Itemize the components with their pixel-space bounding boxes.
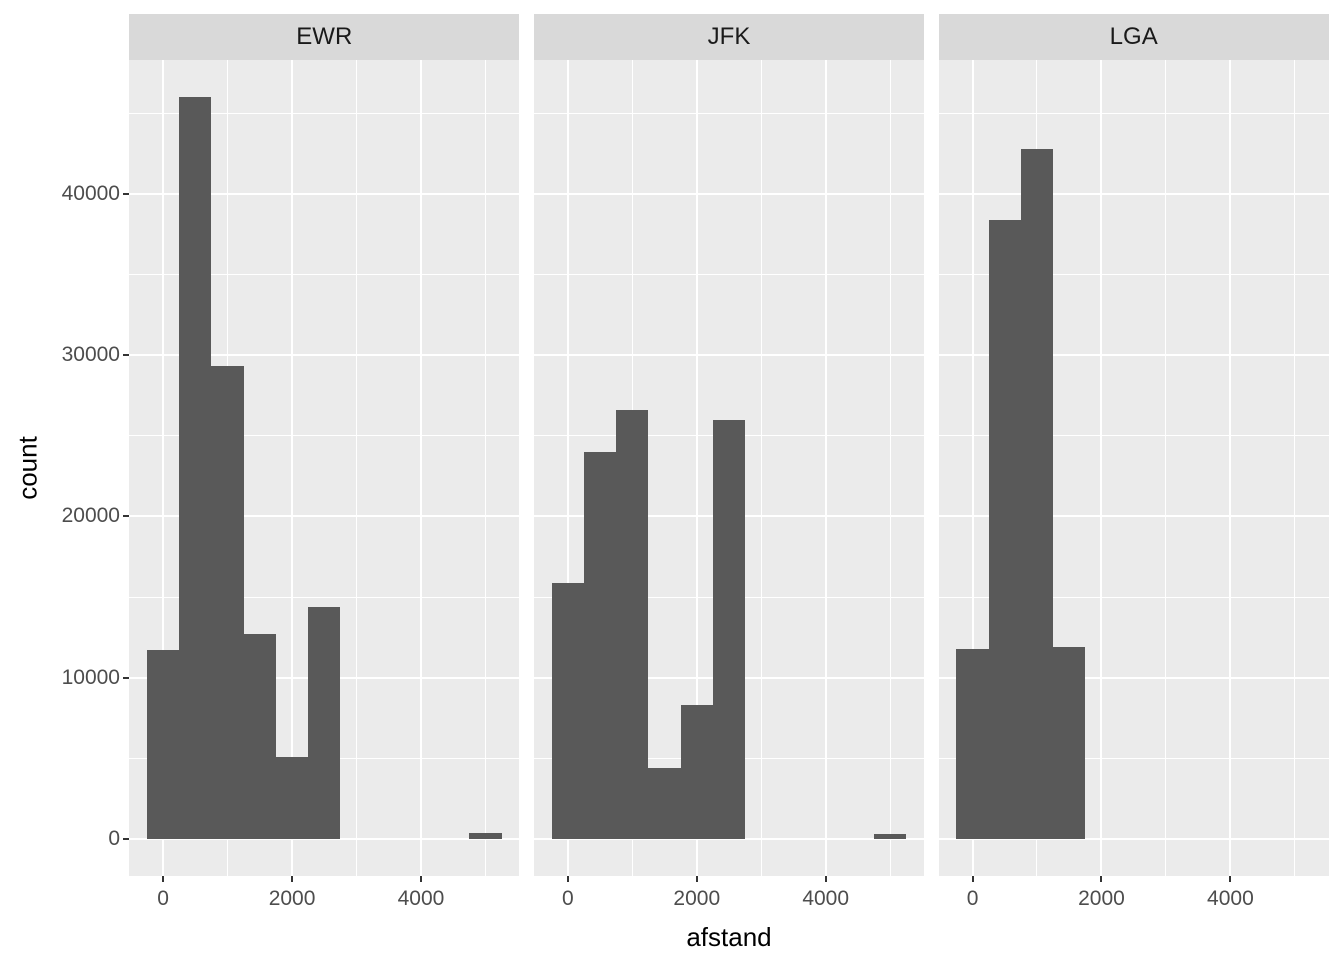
gridline-y-minor [938, 273, 1329, 275]
x-axis-tick-label: 4000 [802, 887, 850, 910]
histogram-bar [616, 409, 649, 839]
histogram-bar [956, 648, 989, 839]
histogram-bar [1020, 148, 1054, 839]
x-axis-tick-mark [1100, 876, 1103, 882]
x-axis-tick-label: 2000 [1078, 887, 1125, 910]
facet-strip: JFK [534, 14, 924, 60]
y-axis-tick-label: 30000 [61, 343, 120, 367]
y-axis-tick-label: 0 [108, 826, 120, 850]
gridline-y-minor [938, 596, 1329, 598]
x-axis-tick-mark [566, 876, 569, 882]
x-axis-tick-label: 0 [966, 887, 979, 910]
gridline-y-minor [129, 596, 520, 598]
histogram-bar [211, 366, 244, 839]
y-axis-tick-mark [122, 676, 129, 679]
gridline-y-major [129, 192, 520, 195]
y-axis-tick-mark [122, 354, 129, 357]
x-axis-tick-label: 0 [561, 887, 574, 910]
facet-strip: EWR [129, 14, 520, 60]
y-axis-tick-mark [122, 192, 129, 195]
histogram-bar [551, 583, 584, 839]
gridline-y-minor [938, 435, 1329, 437]
histogram-bar [179, 97, 212, 839]
gridline-x-minor [1165, 60, 1167, 876]
x-axis-tick-mark [419, 876, 422, 882]
histogram-bar [147, 650, 180, 839]
histogram-bar [712, 419, 746, 839]
gridline-x-major [566, 60, 569, 876]
histogram-bar [1053, 647, 1086, 839]
gridline-y-major [534, 192, 924, 195]
gridline-y-major [534, 837, 924, 840]
gridline-x-major [1229, 60, 1232, 876]
gridline-x-minor [356, 60, 358, 876]
facet-panel [129, 60, 520, 876]
gridline-x-major [291, 60, 294, 876]
histogram-bar [308, 606, 341, 839]
y-axis-tick-label: 20000 [61, 504, 120, 528]
x-axis-tick-mark [162, 876, 165, 882]
gridline-x-minor [484, 60, 486, 876]
y-axis-tick-label: 10000 [61, 665, 120, 689]
gridline-y-minor [938, 757, 1329, 759]
gridline-y-minor [129, 112, 520, 114]
gridline-y-major [938, 837, 1329, 840]
gridline-x-major [419, 60, 422, 876]
histogram-bar [469, 833, 502, 839]
gridline-y-major [129, 515, 520, 518]
y-axis-tick-mark [122, 837, 129, 840]
x-axis-tick-label: 4000 [1207, 887, 1254, 910]
x-axis-tick-label: 4000 [397, 887, 445, 910]
gridline-y-minor [534, 112, 924, 114]
gridline-y-major [938, 192, 1329, 195]
gridline-y-major [129, 354, 520, 357]
gridline-y-major [129, 837, 520, 840]
histogram-bar [680, 705, 713, 839]
gridline-x-major [695, 60, 698, 876]
gridline-y-major [534, 354, 924, 357]
gridline-x-minor [760, 60, 762, 876]
gridline-y-minor [129, 435, 520, 437]
gridline-x-major [824, 60, 827, 876]
gridline-x-minor [1294, 60, 1296, 876]
histogram-bar [583, 451, 617, 839]
facet-strip: LGA [938, 14, 1329, 60]
x-axis-tick-label: 2000 [268, 887, 316, 910]
gridline-x-major [1100, 60, 1103, 876]
x-axis-tick-mark [971, 876, 974, 882]
y-axis-title: count [12, 436, 43, 500]
histogram-bar [275, 756, 309, 839]
gridline-y-major [938, 354, 1329, 357]
x-axis-title: afstand [686, 922, 772, 952]
x-axis-tick-mark [291, 876, 294, 882]
y-axis-tick-label: 40000 [61, 181, 120, 205]
histogram-bar [874, 833, 907, 839]
x-axis-tick-label: 0 [157, 887, 169, 910]
gridline-y-major [938, 676, 1329, 679]
x-axis-tick-mark [1229, 876, 1232, 882]
histogram-bar [988, 219, 1021, 839]
x-axis-tick-label: 2000 [673, 887, 721, 910]
gridline-y-major [938, 515, 1329, 518]
histogram-bar [648, 768, 681, 839]
y-axis-tick-mark [122, 515, 129, 518]
gridline-x-major [971, 60, 974, 876]
facet-panel [938, 60, 1329, 876]
gridline-y-minor [938, 112, 1329, 114]
x-axis-tick-mark [824, 876, 827, 882]
gridline-y-minor [129, 273, 520, 275]
histogram-bar [243, 634, 276, 839]
gridline-x-minor [889, 60, 891, 876]
gridline-x-major [162, 60, 165, 876]
x-axis-tick-mark [695, 876, 698, 882]
gridline-y-minor [534, 273, 924, 275]
facet-panel [534, 60, 924, 876]
